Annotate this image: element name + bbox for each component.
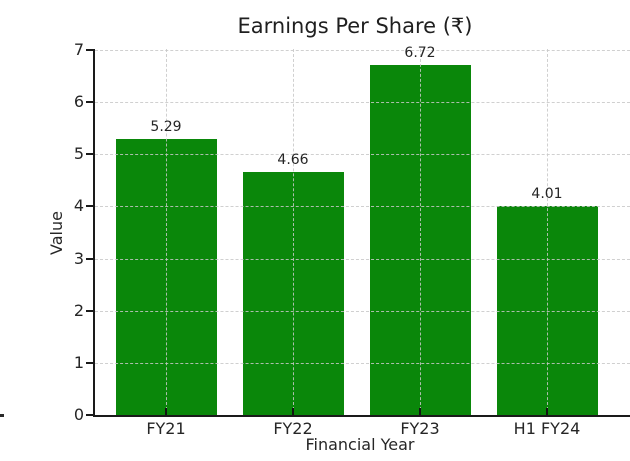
y-tick-mark <box>86 361 93 364</box>
y-tick-mark <box>86 309 93 312</box>
x-tick-mark <box>292 408 294 415</box>
horizontal-gridline <box>95 206 630 208</box>
x-axis-title: Financial Year <box>305 435 415 454</box>
horizontal-gridline <box>95 102 630 104</box>
y-tick-label: 7 <box>73 40 84 59</box>
x-tick-label-fy21: FY21 <box>146 419 186 438</box>
bar-value-label: 5.29 <box>150 119 182 136</box>
vertical-gridline <box>293 49 294 415</box>
horizontal-gridline <box>95 50 630 51</box>
x-tick-label-fy23: FY23 <box>400 419 440 438</box>
y-tick-mark <box>86 205 93 208</box>
cropped-axis-fragment <box>0 414 4 417</box>
bar-value-label: 4.01 <box>531 185 563 202</box>
vertical-gridline <box>420 49 421 415</box>
vertical-gridline <box>547 49 548 415</box>
y-tick-label: 1 <box>73 352 84 372</box>
horizontal-gridline <box>95 258 630 260</box>
horizontal-gridline <box>95 310 630 312</box>
y-tick-mark <box>86 153 93 156</box>
horizontal-gridline <box>95 362 630 364</box>
y-tick-label: 6 <box>73 92 84 112</box>
y-tick-mark <box>86 49 93 51</box>
y-tick-label: 2 <box>73 300 84 320</box>
x-tick-mark <box>419 408 421 415</box>
y-tick-label: 4 <box>73 196 84 216</box>
y-tick-mark <box>86 101 93 104</box>
chart-title: Earnings Per Share (₹) <box>237 14 473 38</box>
y-tick-label: 3 <box>73 248 84 268</box>
x-tick-label-fy22: FY22 <box>273 419 313 438</box>
plot-area: 5.29 4.66 6.72 4.01 <box>93 45 630 417</box>
bar-value-label: 4.66 <box>277 152 309 168</box>
x-tick-mark <box>165 408 167 415</box>
horizontal-gridline <box>95 154 630 156</box>
y-tick-label: 0 <box>73 405 84 424</box>
bar-value-label: 6.72 <box>404 44 436 61</box>
y-tick-label: 5 <box>73 144 84 164</box>
x-tick-mark <box>546 408 548 415</box>
y-tick-mark <box>86 257 93 260</box>
x-tick-label-h1-fy24: H1 FY24 <box>513 419 581 438</box>
vertical-gridline <box>166 49 167 415</box>
y-tick-mark <box>86 414 93 416</box>
y-axis-title: Value <box>47 211 66 255</box>
